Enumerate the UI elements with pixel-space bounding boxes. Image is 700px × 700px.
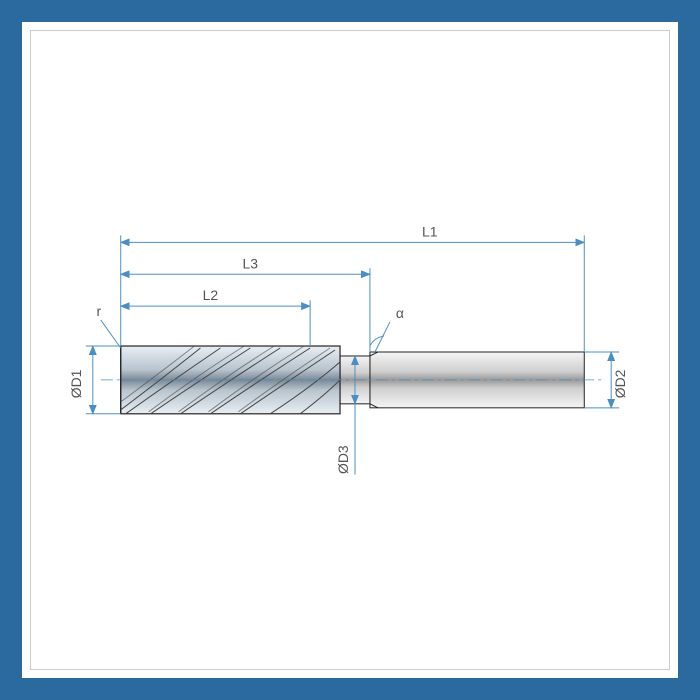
dim-L3: L3 <box>121 255 370 352</box>
label-r: r <box>96 303 101 319</box>
technical-drawing-svg: L1 L3 L2 r α <box>31 31 669 669</box>
dim-r: r <box>96 303 120 348</box>
dim-alpha: α <box>370 305 404 354</box>
label-D1: ØD1 <box>68 369 84 398</box>
diagram-canvas: L1 L3 L2 r α <box>30 30 670 670</box>
label-alpha: α <box>396 305 404 321</box>
dim-D1: ØD1 <box>68 346 121 414</box>
label-D2: ØD2 <box>612 369 628 398</box>
outer-frame: L1 L3 L2 r α <box>0 0 700 700</box>
dim-L1: L1 <box>121 223 585 352</box>
label-L3: L3 <box>243 255 259 271</box>
label-L1: L1 <box>422 223 438 239</box>
label-D3: ØD3 <box>335 445 351 474</box>
label-L2: L2 <box>203 287 219 303</box>
dim-L2: L2 <box>121 287 310 346</box>
